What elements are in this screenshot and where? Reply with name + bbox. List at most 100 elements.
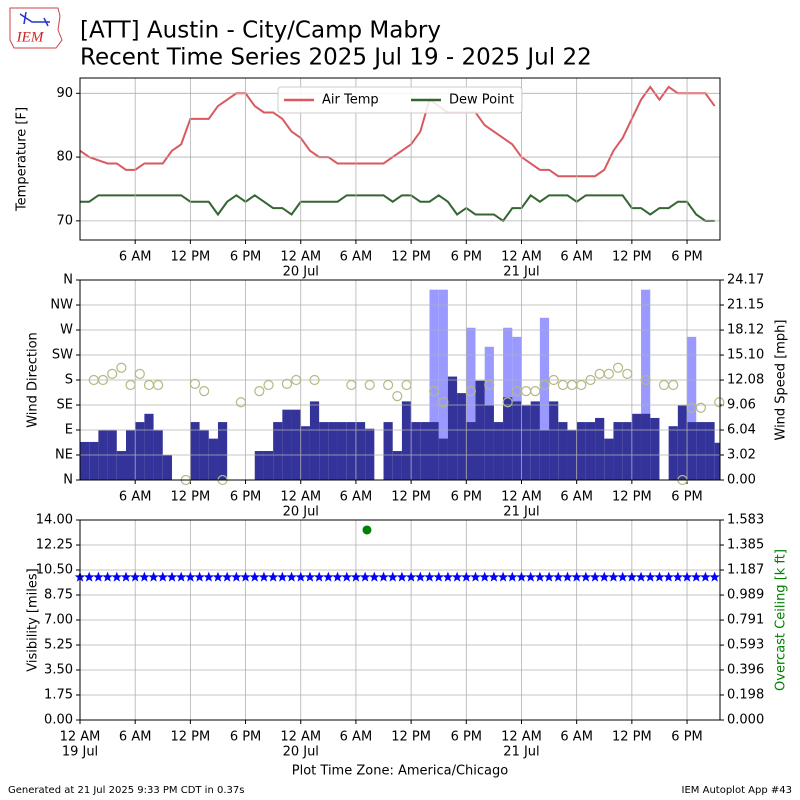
wind-bar bbox=[576, 422, 586, 480]
visibility-point bbox=[405, 571, 417, 582]
y-tick-label: E bbox=[65, 423, 73, 438]
x-tick-label: 6 AM bbox=[560, 490, 593, 505]
x-tick-label: 12 AM bbox=[280, 250, 321, 265]
wind-bar bbox=[328, 422, 338, 480]
visibility-point bbox=[691, 571, 702, 582]
direction-point bbox=[346, 379, 357, 391]
wind-bar bbox=[549, 401, 559, 480]
footer-right: IEM Autoplot App #43 bbox=[682, 785, 792, 796]
direction-point bbox=[281, 378, 293, 389]
wind-bar bbox=[457, 393, 467, 480]
y-tick-label: 3.50 bbox=[44, 663, 73, 678]
wind-bar bbox=[383, 422, 393, 480]
visibility-point bbox=[359, 571, 371, 582]
visibility-point bbox=[488, 571, 500, 582]
x-tick-label: 12 AM bbox=[280, 490, 321, 505]
x-tick-label: 6 PM bbox=[230, 730, 261, 745]
y-tick-label: 7.00 bbox=[44, 613, 73, 628]
y-tick-label: 8.75 bbox=[44, 588, 73, 603]
direction-point bbox=[576, 379, 587, 391]
direction-point bbox=[640, 374, 651, 386]
direction-point bbox=[392, 391, 403, 402]
direction-point bbox=[566, 379, 578, 391]
visibility-point bbox=[111, 571, 123, 582]
x-axis-label: Plot Time Zone: America/Chicago bbox=[292, 764, 508, 779]
wind-bar bbox=[493, 422, 504, 480]
direction-point bbox=[143, 379, 155, 391]
direction-point bbox=[107, 368, 118, 379]
visibility-point bbox=[295, 571, 306, 582]
wind-bar bbox=[401, 401, 412, 480]
direction-point bbox=[484, 379, 495, 391]
wind-bar bbox=[420, 422, 430, 480]
y2-tick-label: 0.593 bbox=[727, 638, 764, 653]
y2-tick-label: 1.385 bbox=[727, 538, 764, 553]
legend-box bbox=[277, 86, 523, 114]
plot-area bbox=[80, 85, 716, 223]
direction-point bbox=[116, 362, 127, 373]
visibility-point bbox=[442, 571, 454, 582]
x-tick-label: 12 AM bbox=[501, 250, 542, 265]
y-tick-label: 5.25 bbox=[44, 638, 73, 653]
visibility-point bbox=[571, 571, 582, 582]
direction-point bbox=[199, 386, 210, 397]
logo: IEM bbox=[9, 7, 63, 49]
direction-point bbox=[254, 386, 265, 397]
direction-point bbox=[438, 397, 449, 408]
visibility-point bbox=[451, 571, 463, 582]
direction-point bbox=[668, 379, 679, 391]
wind-bar bbox=[512, 401, 522, 480]
x-tick-label: 6 PM bbox=[451, 490, 482, 505]
visibility-point bbox=[681, 571, 693, 582]
wind-bar bbox=[89, 441, 99, 480]
visibility-point bbox=[516, 571, 527, 582]
visibility-point bbox=[626, 571, 638, 582]
legend-label: Air Temp bbox=[322, 93, 379, 108]
visibility-point bbox=[663, 571, 674, 582]
direction-point bbox=[612, 362, 624, 373]
x-tick-label: 6 AM bbox=[560, 250, 593, 265]
wind-bar bbox=[650, 417, 660, 480]
visibility-point bbox=[304, 571, 316, 582]
y2-tick-label: 9.06 bbox=[727, 398, 756, 413]
x-tick-label: 6 AM bbox=[119, 490, 152, 505]
wind-bar bbox=[282, 409, 292, 480]
subtitle: Recent Time Series 2025 Jul 19 - 2025 Ju… bbox=[80, 45, 592, 71]
direction-point bbox=[383, 379, 394, 391]
direction-point bbox=[401, 379, 412, 391]
x-tick-label: 12 AM bbox=[501, 490, 542, 505]
x-tick-label: 6 PM bbox=[230, 250, 261, 265]
visibility-point bbox=[313, 571, 325, 582]
direction-point bbox=[97, 374, 109, 386]
direction-point bbox=[548, 374, 559, 386]
direction-point bbox=[235, 397, 247, 408]
visibility-point bbox=[350, 571, 362, 582]
wind-bar bbox=[438, 289, 448, 480]
visibility-point bbox=[599, 571, 610, 582]
wind-bar bbox=[273, 422, 283, 480]
direction-point bbox=[658, 379, 670, 391]
direction-point bbox=[539, 379, 550, 391]
wind-bar bbox=[116, 451, 126, 480]
direction-point bbox=[585, 374, 596, 386]
y-tick-label: 70 bbox=[56, 213, 73, 228]
logo-lines bbox=[19, 11, 50, 27]
y-tick-label: 80 bbox=[56, 150, 73, 165]
x-tick-label: 12 PM bbox=[612, 490, 652, 505]
visibility-point bbox=[580, 571, 592, 582]
visibility-point bbox=[396, 571, 408, 582]
y-tick-label: S bbox=[65, 373, 73, 388]
wind-bar bbox=[217, 422, 228, 480]
x-tick-label: 6 AM bbox=[340, 250, 373, 265]
y-tick-label: SE bbox=[57, 398, 73, 413]
visibility-point bbox=[277, 571, 288, 582]
direction-point bbox=[502, 397, 513, 408]
y2-axis-label: Wind Speed [mph] bbox=[774, 320, 789, 441]
visibility-point bbox=[470, 571, 481, 582]
line-series bbox=[80, 193, 715, 223]
x-tick-label: 12 AM bbox=[60, 730, 101, 745]
x-tick-label: 12 PM bbox=[391, 490, 431, 505]
x-tick-label: 6 PM bbox=[230, 490, 261, 505]
wind-bar bbox=[466, 327, 476, 480]
visibility-point bbox=[341, 571, 352, 582]
